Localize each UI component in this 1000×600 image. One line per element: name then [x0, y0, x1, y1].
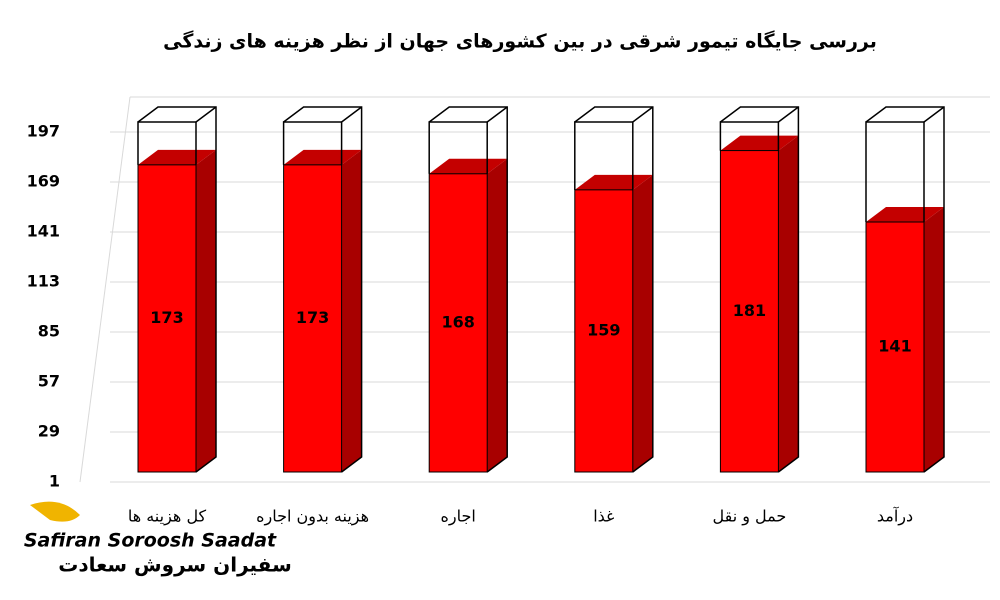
value-label: 173 — [150, 308, 183, 327]
x-tick-label: حمل و نقل — [712, 507, 786, 527]
bar-frame — [719, 121, 780, 151]
bar-side — [487, 158, 508, 473]
y-tick-label: 85 — [38, 322, 60, 341]
value-label: 141 — [878, 337, 911, 356]
bar — [137, 164, 197, 473]
bar-frame-edge — [195, 106, 217, 123]
value-label: 159 — [587, 320, 620, 339]
y-tick-label: 113 — [27, 272, 60, 291]
bar-frame — [282, 121, 343, 165]
chart-title: بررسی جایگاه تیمور شرقی در بین کشورهای ج… — [163, 30, 877, 53]
value-label: 168 — [441, 312, 474, 331]
x-tick-label: درآمد — [877, 507, 913, 527]
bar-frame-edge — [632, 106, 654, 123]
bar-frame — [428, 121, 488, 174]
bar-side — [924, 207, 944, 472]
value-label: 181 — [733, 301, 766, 320]
x-tick-label: اجاره — [441, 507, 476, 527]
y-tick-label: 1 — [49, 472, 60, 491]
bar-frame — [137, 121, 197, 165]
y-tick-label: 169 — [27, 172, 60, 191]
x-tick-label: کل هزینه ها — [128, 507, 207, 527]
logo-latin: Safiran Soroosh Saadat — [24, 530, 277, 552]
bar — [865, 221, 925, 473]
bar-frame — [574, 121, 634, 190]
wall-edge — [79, 96, 131, 483]
logo-persian: سفیران سروش سعادت — [58, 553, 292, 577]
y-tick-label: 197 — [27, 122, 60, 141]
bar-side — [632, 174, 653, 472]
bar-frame — [865, 121, 925, 222]
bar-side — [778, 135, 799, 473]
x-tick-label: غذا — [593, 507, 614, 526]
value-label: 173 — [296, 308, 329, 327]
logo-wing — [30, 501, 80, 522]
bar-frame-edge — [923, 106, 945, 123]
bar-frame-edge — [777, 106, 799, 123]
bar-side — [341, 149, 362, 472]
bar — [719, 150, 779, 473]
x-tick-label: هزینه بدون اجاره — [256, 507, 369, 527]
bar-frame-edge — [341, 106, 363, 123]
bar — [283, 164, 343, 473]
bar — [574, 189, 634, 473]
y-tick-label: 141 — [27, 222, 60, 241]
bar-side — [196, 149, 216, 472]
y-tick-label: 29 — [38, 422, 60, 441]
bar-frame-edge — [486, 106, 508, 123]
bar — [428, 173, 488, 473]
y-tick-label: 57 — [38, 372, 60, 391]
